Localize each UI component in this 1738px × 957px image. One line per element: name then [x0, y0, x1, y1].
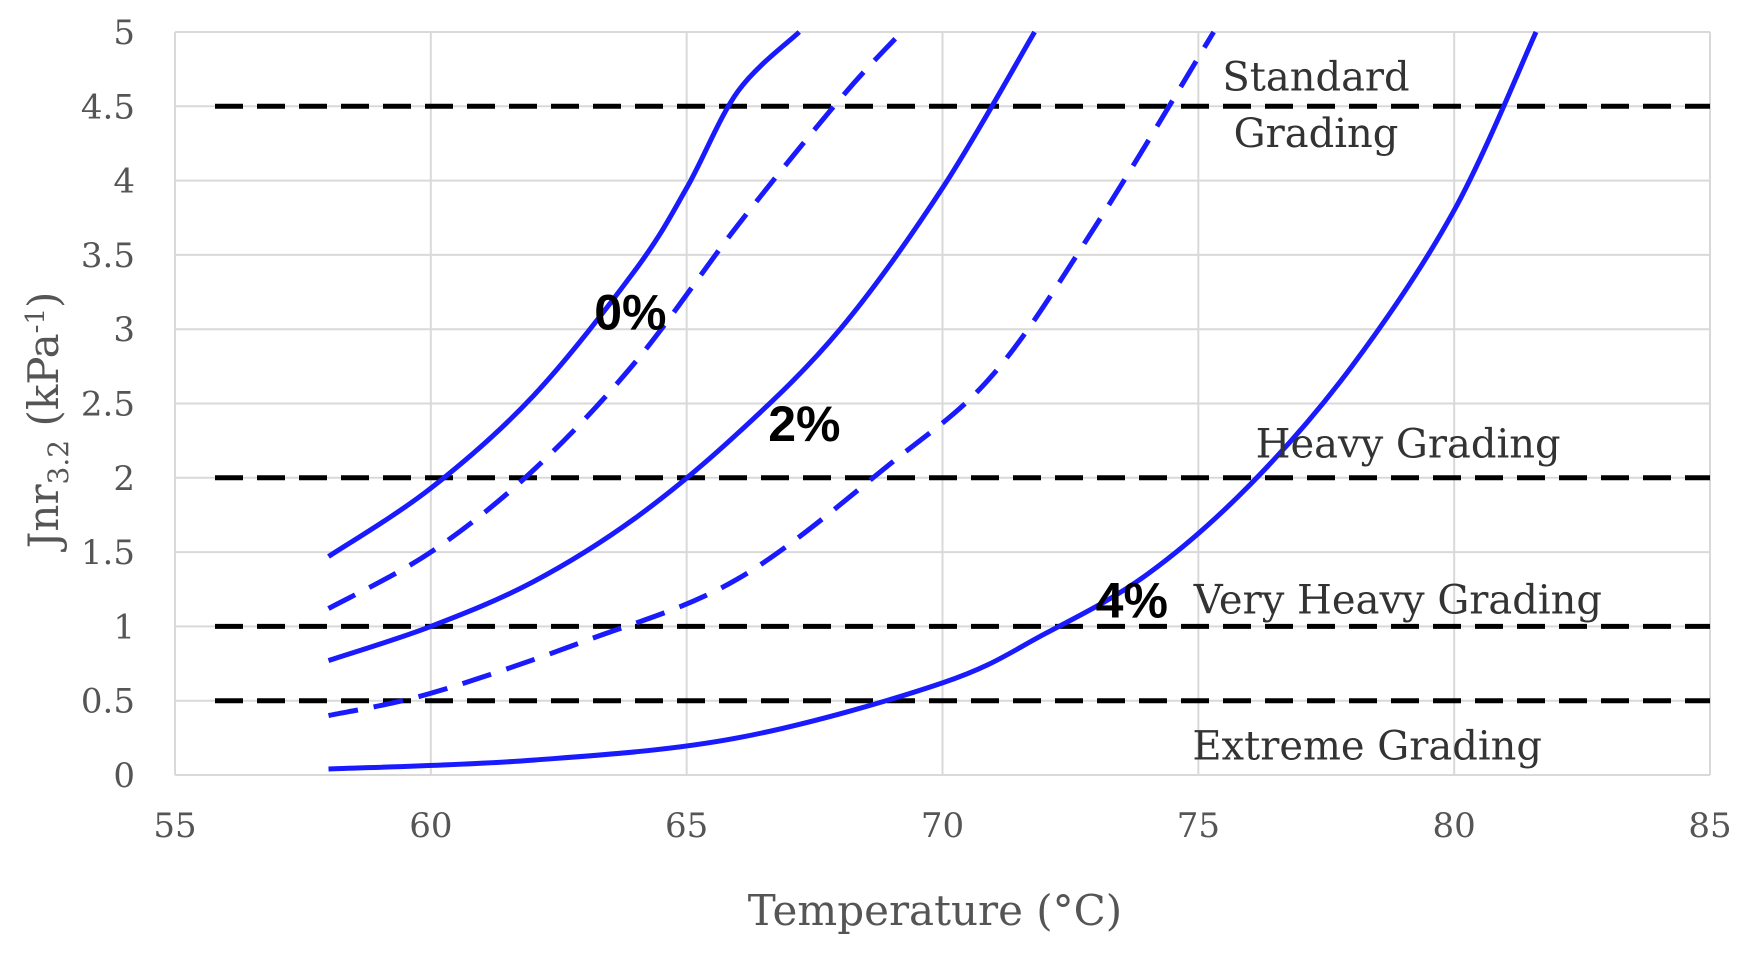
series-line-2pct — [327, 30, 1037, 663]
x-tick-label: 65 — [665, 806, 708, 846]
y-axis-title: Jnr3.2 (kPa-1) — [19, 292, 75, 553]
series-line-3pct — [327, 30, 1216, 719]
y-tick-label: 4.5 — [81, 87, 135, 127]
y-tick-label: 3.5 — [81, 236, 135, 276]
y-tick-label: 3 — [113, 310, 135, 350]
region-label: Standard — [1222, 55, 1409, 101]
x-tick-label: 80 — [1433, 806, 1476, 846]
region-label: Grading — [1234, 111, 1399, 157]
region-label: Extreme Grading — [1192, 723, 1542, 769]
x-tick-label: 75 — [1177, 806, 1220, 846]
x-axis-title: Temperature (°C) — [748, 886, 1122, 935]
y-axis-title-main: Jnr — [19, 484, 68, 553]
curve-label: 0% — [594, 284, 666, 340]
series-line-1pct — [327, 30, 904, 611]
y-axis-title-superscript: -1 — [21, 308, 51, 333]
grid-layer — [174, 31, 1711, 776]
y-tick-label: 1.5 — [81, 533, 135, 573]
threshold-layer — [215, 103, 1710, 704]
y-tick-labels: 0 0.5 1 1.5 2 2.5 3 3.5 4 4.5 5 — [81, 13, 135, 796]
y-tick-label: 2 — [113, 459, 135, 499]
curve-label: 4% — [1096, 573, 1168, 629]
x-tick-label: 55 — [153, 806, 196, 846]
curve-labels: 0% 2% 4% — [594, 284, 1168, 628]
y-tick-label: 1 — [113, 607, 135, 647]
y-tick-label: 0 — [113, 756, 135, 796]
region-labels: Standard Grading Heavy Grading Very Heavy G… — [1192, 55, 1602, 770]
y-tick-label: 5 — [113, 13, 135, 53]
curve-label: 2% — [768, 396, 840, 452]
y-axis-title-close: ) — [19, 292, 68, 308]
y-tick-label: 2.5 — [81, 385, 135, 425]
region-label: Heavy Grading — [1256, 422, 1561, 468]
x-tick-label: 85 — [1688, 806, 1731, 846]
y-tick-label: 0.5 — [81, 682, 135, 722]
y-tick-label: 4 — [113, 162, 135, 202]
series-layer — [327, 30, 1539, 772]
region-label: Very Heavy Grading — [1193, 578, 1602, 624]
series-line-0pct — [327, 30, 801, 559]
y-axis-title-unit: (kPa — [19, 333, 68, 440]
x-tick-label: 70 — [921, 806, 964, 846]
x-tick-label: 60 — [409, 806, 452, 846]
series-line-4pct — [328, 30, 1539, 772]
y-axis-title-subscript: 3.2 — [42, 440, 75, 485]
x-tick-labels: 55 60 65 70 75 80 85 — [153, 806, 1731, 846]
